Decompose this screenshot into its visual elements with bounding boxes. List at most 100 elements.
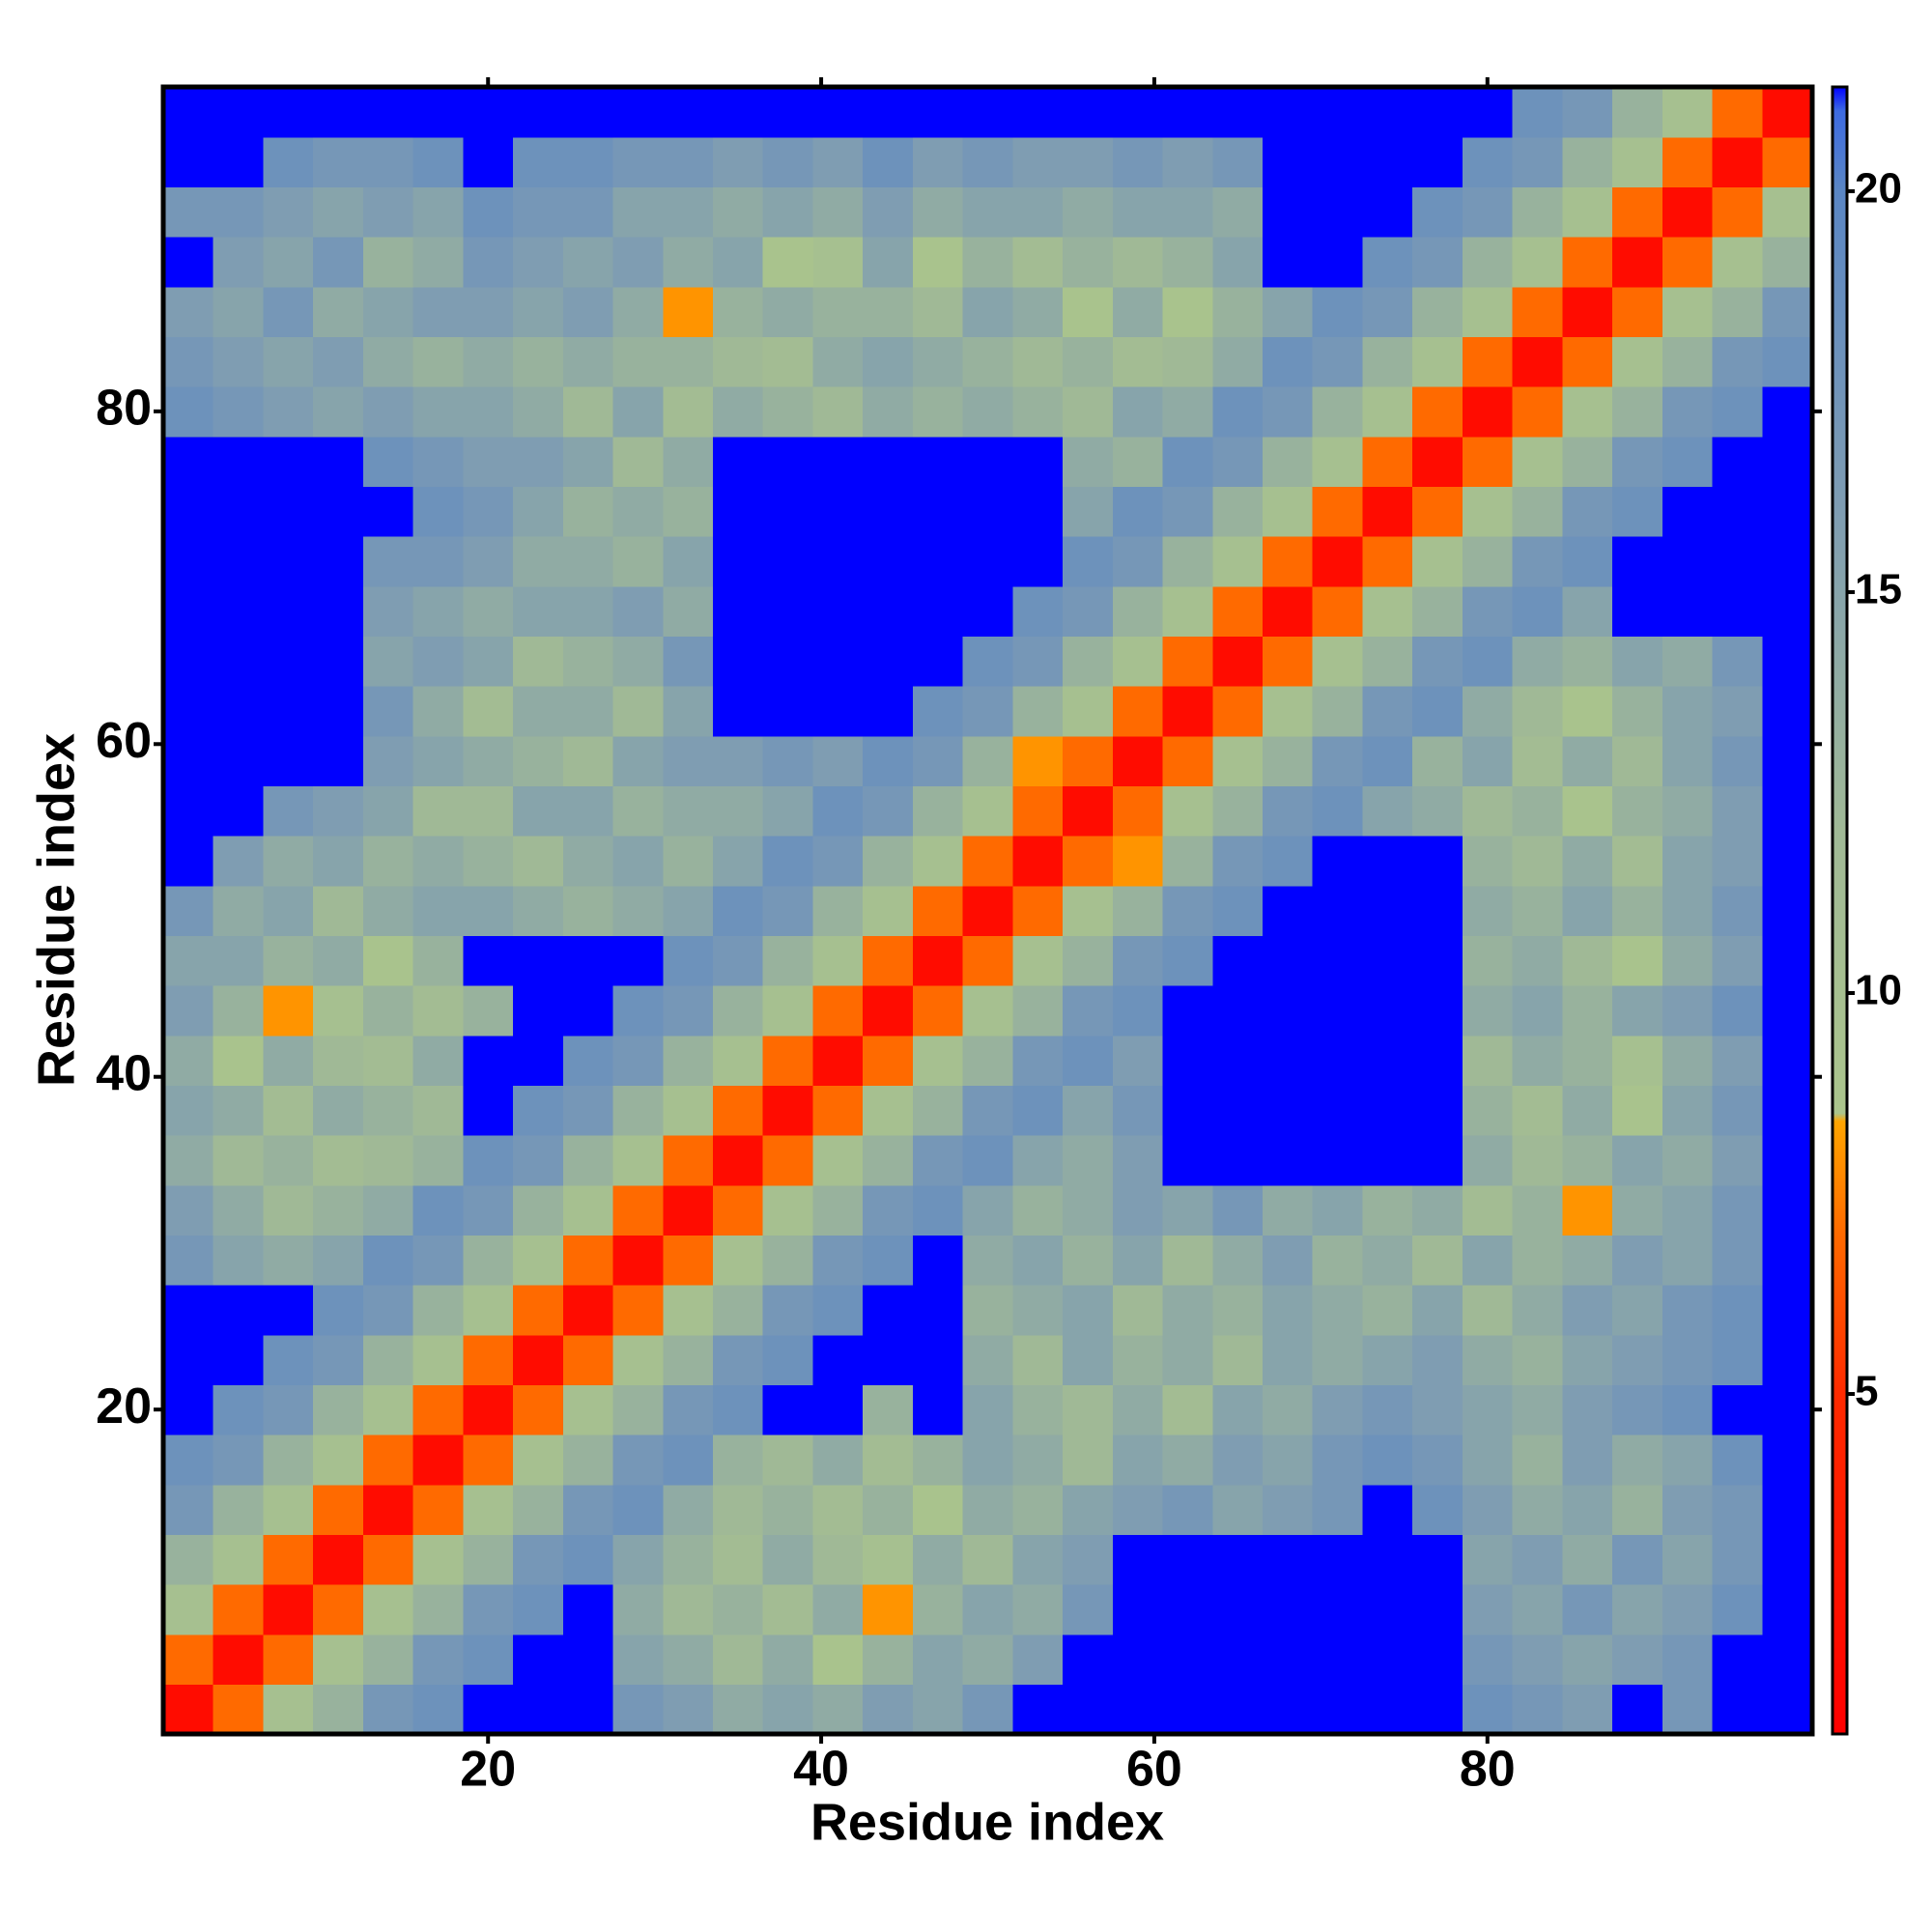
heatmap-cell (1412, 1534, 1463, 1585)
heatmap-cell (1462, 1384, 1514, 1435)
heatmap-cell (1012, 486, 1064, 537)
heatmap-cell (1212, 286, 1264, 337)
heatmap-cell (1512, 1634, 1563, 1685)
heatmap-cell (1712, 336, 1763, 387)
heatmap-cell (1662, 1435, 1714, 1486)
heatmap-cell (412, 1085, 464, 1136)
heatmap-cell (313, 336, 364, 387)
heatmap-cell (1112, 436, 1164, 487)
heatmap-cell (313, 885, 364, 936)
heatmap-cell (562, 1534, 614, 1585)
heatmap-cell (1612, 1184, 1663, 1236)
heatmap-cell (1312, 1684, 1364, 1735)
heatmap-cell (463, 1135, 514, 1186)
heatmap-cell (663, 237, 714, 288)
heatmap-cell (663, 1035, 714, 1086)
heatmap-cell (263, 286, 314, 337)
heatmap-cell (1312, 436, 1364, 487)
heatmap-cell (513, 136, 564, 187)
heatmap-cell (263, 1684, 314, 1735)
heatmap-cell (1112, 836, 1164, 887)
heatmap-cell (612, 1135, 664, 1186)
heatmap-cell (1562, 1684, 1613, 1735)
heatmap-cell (1112, 686, 1164, 737)
heatmap-cell (1312, 1484, 1364, 1535)
heatmap-cell (1362, 935, 1413, 986)
heatmap-cell (1462, 386, 1514, 438)
heatmap-cell (612, 1435, 664, 1486)
heatmap-cell (513, 237, 564, 288)
heatmap-cell (1562, 286, 1613, 337)
heatmap-cell (412, 536, 464, 587)
heatmap-cell (1063, 1334, 1114, 1385)
heatmap-cell (962, 585, 1013, 637)
heatmap-cell (1762, 985, 1813, 1037)
heatmap-cell (1063, 1184, 1114, 1236)
heatmap-cell (463, 1534, 514, 1585)
heatmap-cell (1162, 1235, 1213, 1286)
heatmap-cell (1462, 785, 1514, 837)
heatmap-cell (1112, 636, 1164, 687)
heatmap-cell (1762, 885, 1813, 936)
colorbar-tick-label: 15 (1855, 566, 1902, 613)
heatmap-cell (1112, 486, 1164, 537)
heatmap-cell (1212, 585, 1264, 637)
heatmap-cell (1612, 1584, 1663, 1635)
heatmap-cell (1762, 585, 1813, 637)
heatmap-cell (1562, 1135, 1613, 1186)
heatmap-cell (1112, 1085, 1164, 1136)
heatmap-cell (713, 486, 764, 537)
heatmap-cell (1712, 386, 1763, 438)
heatmap-cell (762, 785, 814, 837)
heatmap-cell (1462, 1184, 1514, 1236)
heatmap-cell (962, 1135, 1013, 1186)
heatmap-cell (1012, 1235, 1064, 1286)
heatmap-cell (1212, 636, 1264, 687)
heatmap-cell (1712, 1334, 1763, 1385)
heatmap-cell (1263, 885, 1314, 936)
heatmap-cell (1162, 1135, 1213, 1186)
heatmap-cell (663, 1384, 714, 1435)
heatmap-cell (213, 836, 265, 887)
heatmap-cell (1462, 885, 1514, 936)
heatmap-cell (313, 1684, 364, 1735)
heatmap-cell (463, 1285, 514, 1336)
heatmap-cell (1512, 686, 1563, 737)
heatmap-cell (1762, 536, 1813, 587)
heatmap-cell (1762, 636, 1813, 687)
heatmap-cell (762, 386, 814, 438)
heatmap-cell (463, 1484, 514, 1535)
heatmap-cell (1712, 1534, 1763, 1585)
heatmap-cell (1063, 1484, 1114, 1535)
heatmap-cell (1162, 985, 1213, 1037)
heatmap-cell (1063, 186, 1114, 238)
heatmap-cell (1412, 636, 1463, 687)
heatmap-cell (713, 1235, 764, 1286)
heatmap-cell (1662, 1135, 1714, 1186)
heatmap-cell (863, 386, 914, 438)
heatmap-cell (263, 1534, 314, 1585)
heatmap-cell (1263, 386, 1314, 438)
heatmap-cell (362, 1184, 414, 1236)
heatmap-cell (1762, 386, 1813, 438)
heatmap-cell (1162, 735, 1213, 786)
heatmap-cell (163, 935, 214, 986)
heatmap-cell (1762, 87, 1813, 138)
heatmap-cell (612, 636, 664, 687)
heatmap-cell (663, 336, 714, 387)
heatmap-cell (1712, 1285, 1763, 1336)
y-tick-label: 60 (96, 713, 152, 769)
heatmap-cell (1612, 686, 1663, 737)
heatmap-cell (1762, 1484, 1813, 1535)
heatmap-cell (1412, 286, 1463, 337)
heatmap-cell (263, 735, 314, 786)
heatmap-cell (812, 87, 864, 138)
heatmap-cell (412, 1584, 464, 1635)
heatmap-cell (812, 1334, 864, 1385)
heatmap-cell (463, 686, 514, 737)
heatmap-cell (962, 237, 1013, 288)
heatmap-cell (1362, 1484, 1413, 1535)
heatmap-cell (1312, 87, 1364, 138)
heatmap-cell (362, 1684, 414, 1735)
heatmap-cell (1762, 336, 1813, 387)
